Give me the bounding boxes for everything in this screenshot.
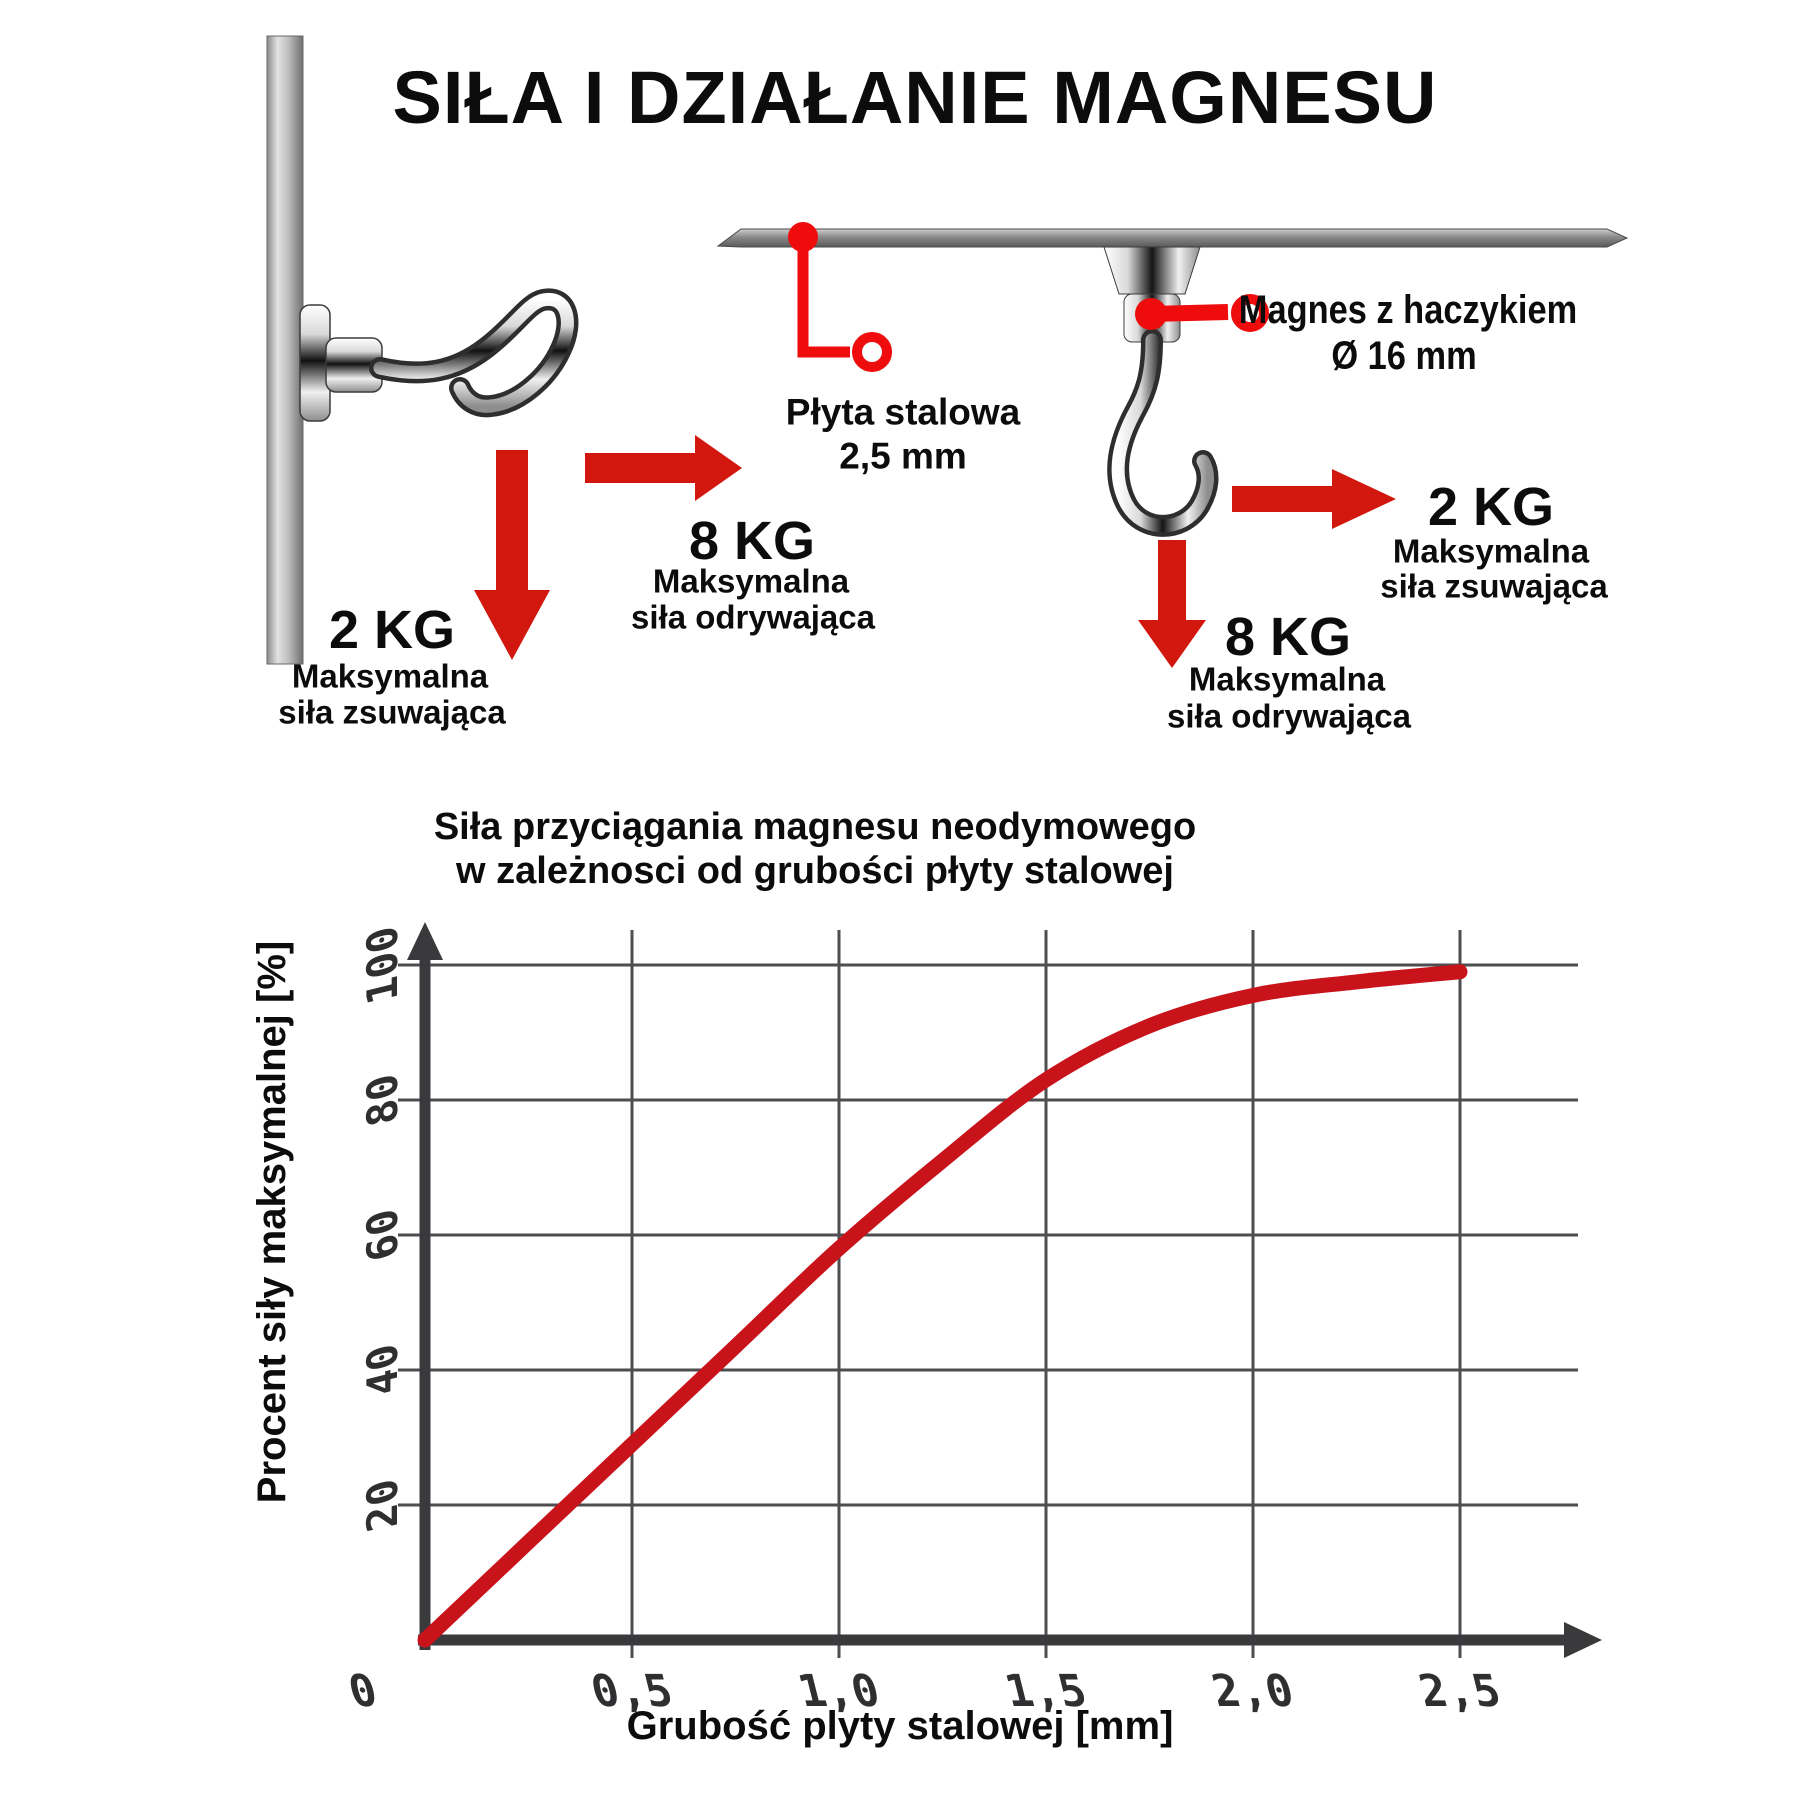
magnet-label-line1: Magnes z haczykiem bbox=[1238, 288, 1578, 332]
x-tick-label: 1,5 bbox=[999, 1666, 1092, 1717]
y-tick-label: 40 bbox=[358, 1338, 407, 1402]
page-title: SIŁA I DZIAŁANIE MAGNESU bbox=[392, 56, 1438, 139]
chart-title-line1: Siła przyciągania magnesu neodymowego bbox=[433, 806, 1197, 848]
magnet-label-line2: Ø 16 mm bbox=[1331, 334, 1477, 378]
x-tick-label: 2,5 bbox=[1413, 1666, 1506, 1717]
wall-pull-label1: Maksymalna bbox=[652, 562, 850, 600]
x-tick-label: 2,0 bbox=[1206, 1666, 1299, 1717]
wall-hook-icon bbox=[373, 292, 574, 413]
y-tick-label: 100 bbox=[358, 921, 407, 1010]
ceiling-pull-label2: siła odrywająca bbox=[1167, 697, 1411, 735]
ceiling-pull-down-arrow-icon bbox=[1138, 540, 1206, 668]
ceiling-magnet-pot bbox=[1103, 246, 1201, 295]
ceiling-slide-value: 2 KG bbox=[1427, 477, 1555, 537]
ceiling-plate bbox=[716, 228, 1629, 248]
wall-slide-down-arrow-icon bbox=[474, 450, 550, 660]
wall-slide-value: 2 KG bbox=[328, 600, 456, 660]
ceiling-slide-label1: Maksymalna bbox=[1392, 532, 1590, 570]
x-axis-arrowhead-icon bbox=[1564, 1622, 1602, 1658]
plate-callout-line bbox=[797, 237, 850, 358]
plate-callout-ring-icon bbox=[852, 332, 892, 372]
x-axis-label: Grubość plyty stalowej [mm] bbox=[626, 1704, 1174, 1748]
wall-pull-value: 8 KG bbox=[688, 511, 816, 571]
ceiling-pull-label1: Maksymalna bbox=[1188, 660, 1386, 698]
wall-pull-label2: siła odrywająca bbox=[631, 598, 875, 636]
wall-slide-label1: Maksymalna bbox=[291, 657, 489, 695]
ceiling-slide-right-arrow-icon bbox=[1232, 469, 1396, 529]
steel-plate-label-line2: 2,5 mm bbox=[839, 435, 967, 477]
ceiling-slide-label2: siła zsuwająca bbox=[1380, 567, 1608, 605]
x-tick-label: 0,5 bbox=[585, 1666, 678, 1717]
y-tick-label: 60 bbox=[358, 1203, 407, 1267]
ceiling-pull-value: 8 KG bbox=[1224, 607, 1352, 667]
wall-slide-label2: siła zsuwająca bbox=[278, 693, 506, 731]
magnet-callout-ring-icon bbox=[1231, 294, 1269, 332]
magnet-callout-line bbox=[1150, 304, 1229, 322]
force-curve bbox=[417, 964, 1468, 1648]
x-tick-label: 1,0 bbox=[792, 1666, 885, 1717]
wall-plate bbox=[266, 35, 304, 665]
y-tick-label: 80 bbox=[358, 1068, 407, 1132]
y-axis-label: Procent siły maksymalnej [%] bbox=[250, 940, 294, 1504]
chart-title-line2: w zależnosci od grubości płyty stalowej bbox=[456, 850, 1174, 892]
y-axis-arrowhead-icon bbox=[407, 922, 443, 960]
steel-plate-label-line1: Płyta stalowa bbox=[785, 391, 1021, 433]
wall-pull-right-arrow-icon bbox=[585, 435, 742, 501]
y-tick-label: 20 bbox=[358, 1473, 407, 1537]
ceiling-hook-icon bbox=[1111, 333, 1214, 533]
chart-gridlines bbox=[398, 930, 1578, 1658]
